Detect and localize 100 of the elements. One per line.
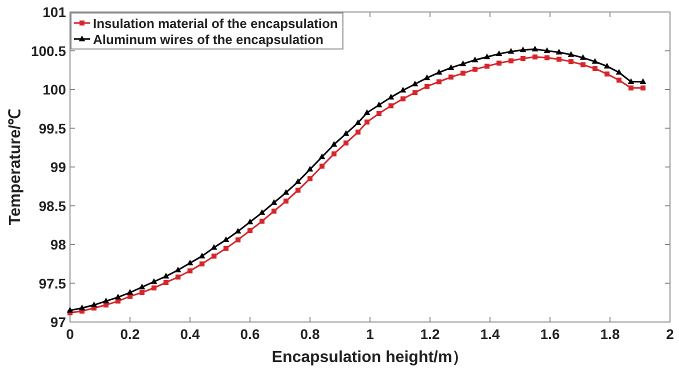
- y-axis-title: Temperature/℃: [7, 108, 24, 226]
- x-tick-label: 0.4: [180, 326, 200, 342]
- point: [306, 166, 314, 172]
- point: [496, 50, 502, 56]
- point: [364, 109, 370, 115]
- point: [188, 268, 192, 274]
- point: [556, 56, 562, 62]
- x-tick-label: 0.2: [120, 326, 140, 342]
- point: [508, 58, 514, 64]
- point: [436, 68, 442, 75]
- point: [320, 164, 324, 169]
- point: [258, 209, 266, 215]
- point: [424, 74, 430, 80]
- y-tick-label: 98: [50, 236, 66, 252]
- point: [448, 64, 454, 70]
- point: [90, 301, 98, 308]
- point: [400, 86, 406, 92]
- point: [126, 289, 134, 295]
- point: [152, 285, 156, 290]
- point: [248, 228, 252, 234]
- point: [282, 189, 290, 195]
- point: [176, 274, 180, 280]
- x-tick-label: 1.6: [540, 326, 560, 342]
- y-tick-label: 99.5: [38, 120, 66, 136]
- x-tick-label: 1.4: [480, 326, 500, 342]
- point: [164, 280, 168, 285]
- point: [592, 58, 598, 64]
- point: [616, 68, 622, 75]
- point: [364, 120, 370, 125]
- point: [376, 111, 382, 116]
- point: [270, 199, 278, 205]
- y-tick-label: 100: [42, 82, 66, 98]
- point: [628, 85, 634, 90]
- point: [356, 130, 360, 135]
- point: [460, 70, 466, 76]
- y-tick-label: 98.5: [38, 198, 66, 214]
- point: [604, 62, 610, 68]
- x-tick-label: 2: [666, 326, 674, 342]
- point: [640, 78, 646, 84]
- point: [342, 130, 350, 136]
- y-tick-label: 100.5: [30, 42, 66, 59]
- point: [114, 294, 122, 300]
- point: [200, 261, 204, 266]
- y-tick-label: 97: [50, 314, 66, 330]
- point: [138, 284, 146, 290]
- point: [296, 188, 300, 193]
- point: [354, 119, 362, 126]
- point: [260, 218, 264, 224]
- point: [484, 64, 490, 69]
- x-axis-title: Encapsulation height/m）: [272, 349, 468, 366]
- point: [580, 62, 586, 68]
- point: [78, 304, 86, 310]
- point: [640, 85, 646, 90]
- point: [412, 90, 418, 96]
- point: [222, 236, 230, 242]
- point: [556, 48, 562, 54]
- point: [308, 176, 312, 182]
- point: [496, 60, 502, 66]
- point: [424, 84, 430, 89]
- point: [568, 59, 574, 64]
- point: [150, 278, 158, 284]
- point: [520, 46, 526, 52]
- point: [544, 55, 550, 60]
- point: [388, 103, 394, 108]
- point: [212, 254, 216, 259]
- point: [236, 237, 240, 242]
- point: [472, 56, 478, 62]
- point: [388, 94, 394, 100]
- legend-label: Insulation material of the encapsulation: [93, 16, 338, 31]
- x-tick-label: 1: [366, 326, 374, 342]
- point: [284, 198, 288, 204]
- point: [400, 96, 406, 102]
- x-tick-label: 0: [66, 326, 74, 342]
- point: [484, 53, 490, 60]
- x-tick-label: 0.8: [300, 326, 320, 342]
- x-tick-label: 1.8: [600, 326, 620, 342]
- point: [544, 47, 550, 53]
- point: [140, 290, 144, 296]
- point: [224, 246, 228, 251]
- point: [376, 102, 382, 108]
- point: [272, 208, 276, 214]
- point: [532, 46, 538, 52]
- legend-label: Aluminum wires of the encapsulation: [93, 32, 324, 47]
- point: [330, 141, 338, 147]
- point: [436, 79, 442, 84]
- point: [186, 260, 194, 266]
- point: [460, 60, 466, 66]
- point: [102, 298, 110, 304]
- point: [592, 66, 598, 72]
- point: [580, 54, 586, 60]
- x-tick-label: 0.6: [240, 326, 260, 342]
- y-tick-label: 97.5: [38, 275, 66, 292]
- point: [344, 140, 348, 146]
- point: [520, 56, 526, 61]
- y-tick-label: 101: [42, 4, 66, 20]
- point: [174, 266, 182, 272]
- point: [246, 218, 254, 224]
- point: [162, 272, 170, 278]
- point: [616, 78, 622, 83]
- point: [66, 306, 74, 313]
